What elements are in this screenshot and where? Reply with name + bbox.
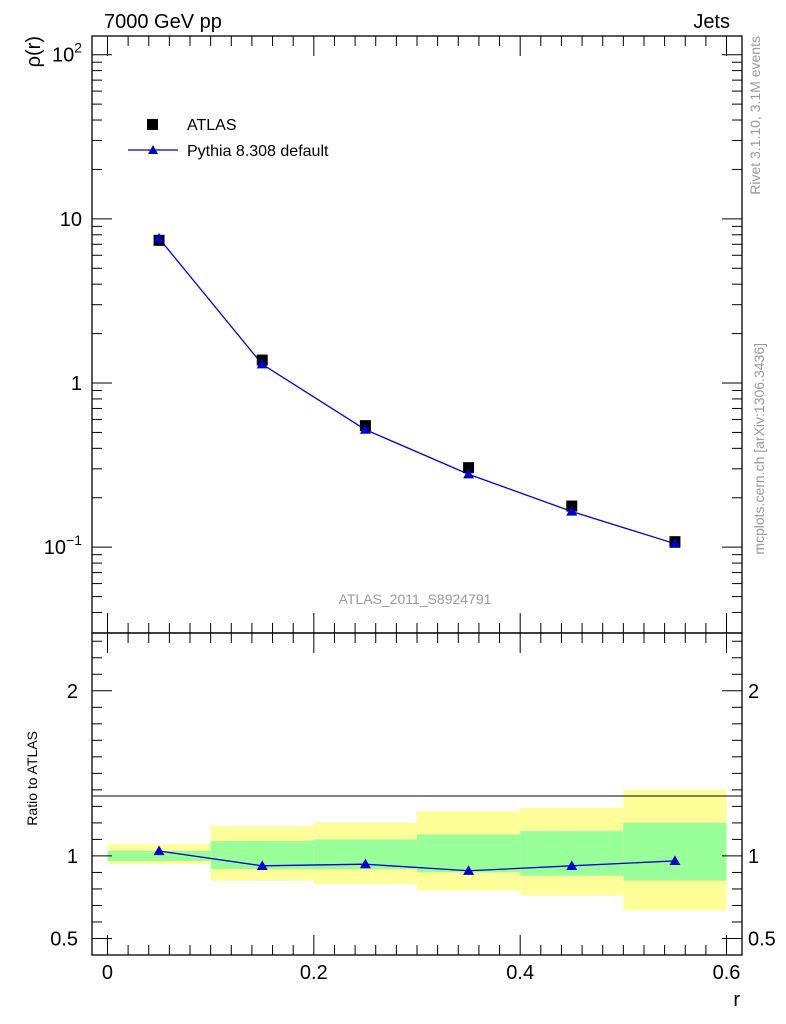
ratio-point — [669, 855, 681, 866]
legend: ATLAS Pythia 8.308 default — [128, 117, 329, 160]
atlas-point — [463, 462, 475, 474]
main-ytick-label: 102 — [52, 40, 82, 67]
pythia-point — [669, 538, 681, 548]
ratio-xtick-label: 0.6 — [713, 962, 741, 984]
ratio-ytick-label-right: 1 — [748, 846, 759, 868]
ratio-point — [359, 858, 371, 869]
header-left: 7000 GeV pp — [104, 11, 222, 33]
main-ytick-label: 10−1 — [44, 532, 82, 559]
header-right: Jets — [693, 11, 730, 33]
ratio-ylabel: Ratio to ATLAS — [24, 731, 40, 826]
mc-line-main — [158, 238, 676, 545]
ratio-point — [256, 860, 268, 870]
ratio-xtick-label: 0.2 — [300, 962, 328, 984]
main-panel: ATLAS_2011_S8924791 10−1 1 10 102 ρ(r) — [23, 35, 743, 634]
ratio-xtick-label: 0.4 — [506, 962, 534, 984]
ratio-panel: 0.5 0.5 1 1 2 2 0 0.2 0.4 0.6 Ratio to ATLAS r — [24, 632, 776, 1011]
ratio-xlabel: r — [733, 989, 740, 1011]
ratio-xtick-label: 0 — [102, 962, 113, 984]
ratio-point — [463, 865, 475, 875]
legend-mc-marker — [148, 145, 158, 154]
uncertainty-band-inner — [107, 850, 211, 861]
ratio-ytick-label: 2 — [67, 681, 78, 703]
ratio-ytick-label: 0.5 — [50, 928, 78, 950]
uncertainty-band-inner — [623, 822, 727, 881]
main-ylabel: ρ(r) — [23, 36, 45, 67]
pythia-point — [566, 505, 578, 516]
ratio-ytick-label: 1 — [67, 846, 78, 868]
mcplots-label: mcplots.cern.ch [arXiv:1306.3436] — [751, 343, 767, 555]
ratio-point — [153, 845, 165, 856]
ratio-ytick-label-right: 0.5 — [748, 928, 776, 950]
mc-line-ratio — [158, 850, 675, 872]
main-ytick-label: 10 — [60, 209, 82, 231]
pythia-point — [463, 468, 475, 479]
main-ytick-label: 1 — [71, 373, 82, 395]
pythia-point — [256, 358, 268, 369]
legend-mc-label: Pythia 8.308 default — [187, 143, 329, 160]
legend-data-marker — [147, 119, 158, 130]
legend-data-label: ATLAS — [187, 117, 237, 134]
watermark: ATLAS_2011_S8924791 — [339, 591, 492, 607]
rivet-label: Rivet 3.1.10, 3.1M events — [747, 36, 763, 195]
ratio-ytick-label-right: 2 — [748, 681, 759, 703]
pythia-point — [359, 424, 371, 434]
ratio-point — [566, 860, 578, 870]
ratio-frame — [91, 632, 743, 956]
pythia-point — [153, 232, 165, 243]
